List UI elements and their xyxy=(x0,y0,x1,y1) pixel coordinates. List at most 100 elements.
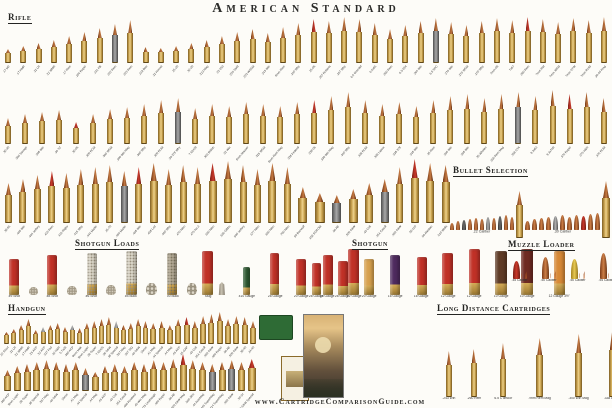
cartridge xyxy=(325,21,332,63)
bullet-tip xyxy=(63,173,69,188)
cartridge xyxy=(173,46,180,63)
cartridge xyxy=(5,49,11,63)
cartridge-case xyxy=(348,199,358,223)
poster-item: .454 Casull xyxy=(194,313,207,359)
poster-item: .222 Mag xyxy=(199,17,210,77)
cartridge-case xyxy=(91,377,99,391)
item-label: .270 WSM xyxy=(457,65,470,78)
bullet xyxy=(574,215,579,230)
item-label: .50 Caliber xyxy=(540,279,557,283)
shotgun-shell xyxy=(243,267,251,295)
poster-item: .270 WSM xyxy=(457,17,470,78)
shotgun-row: 28 Gauge 28 Gauge 20 Gauge 16 Gauge 16 Gauge… xyxy=(303,249,570,304)
poster-item xyxy=(510,213,514,230)
shotgun-shell xyxy=(363,259,374,295)
bullet-tip xyxy=(418,21,423,33)
bullet-tip xyxy=(350,189,357,199)
poster-item: .454 Casull xyxy=(115,355,128,406)
item-label: .222 Mag xyxy=(199,65,210,77)
poster-item: .45 Colt xyxy=(189,313,198,356)
poster-item: .270 Wby xyxy=(474,17,485,77)
cartridge xyxy=(19,179,27,223)
muzzle-loader-row: .45 Caliber .50 Caliber .50 Caliber .54 Cal… xyxy=(505,253,612,288)
poster-item: .445 SuperMag xyxy=(200,355,216,408)
flank-cartridge xyxy=(516,182,523,238)
bullet-tip xyxy=(34,175,40,189)
bullet-tip xyxy=(601,17,606,31)
cartridge-case xyxy=(241,325,248,344)
cartridge-case xyxy=(283,184,291,223)
cartridge xyxy=(113,321,119,344)
cartridge-case xyxy=(447,110,454,144)
cartridge-case xyxy=(39,121,46,144)
cartridge xyxy=(426,163,435,223)
cartridge xyxy=(111,24,118,63)
poster-item: .50 Caliber xyxy=(534,254,563,288)
poster-item: .577 Nitro xyxy=(250,159,261,237)
poster-item xyxy=(480,213,484,230)
cartridge-case xyxy=(150,329,157,344)
cartridge xyxy=(494,18,500,63)
bullet-tip xyxy=(442,165,449,182)
moon-graphic xyxy=(315,337,331,353)
item-label: 6.5x55 xyxy=(369,65,378,74)
item-label: #8 Shot xyxy=(46,295,59,299)
bullet-tip xyxy=(128,20,133,33)
cartridge xyxy=(243,102,250,144)
poster-item xyxy=(486,213,490,230)
poster-item: #9 Shot xyxy=(4,249,25,304)
item-label: .600 Nitro xyxy=(264,225,276,237)
poster-item: .348 Win xyxy=(409,90,420,157)
item-label: .475 No.2 xyxy=(189,225,201,237)
item-label: .416 Rigby xyxy=(57,225,70,238)
cartridge xyxy=(249,29,256,63)
poster-item: .340 Wby xyxy=(341,90,352,158)
cartridge xyxy=(314,193,325,223)
poster-item: .54 Caliber xyxy=(592,253,612,288)
cartridge xyxy=(52,362,60,391)
cartridge-case xyxy=(81,41,88,63)
cartridge-case xyxy=(570,31,577,63)
cartridge-case xyxy=(341,31,348,63)
cartridge xyxy=(356,19,363,63)
bullet-tip xyxy=(448,96,453,110)
cartridge-case xyxy=(430,113,437,144)
poster-item xyxy=(560,213,565,230)
bullet-tip xyxy=(5,370,10,376)
cartridge xyxy=(294,102,301,144)
poster-item: .470 Nitro xyxy=(175,159,187,237)
bullet-tip xyxy=(53,362,59,370)
bullet-tip xyxy=(219,36,224,44)
cartridge-case xyxy=(209,116,216,144)
poster-item: 9mm Mak xyxy=(72,313,82,358)
cartridge xyxy=(91,321,97,344)
poster-item: .32 ACP xyxy=(36,313,46,356)
cartridge-case xyxy=(203,47,210,63)
bullet-tip xyxy=(84,323,89,329)
poster-item: .300 RUM xyxy=(153,90,165,158)
bullet-tip xyxy=(200,362,205,370)
cartridge xyxy=(179,354,187,391)
cartridge xyxy=(539,19,546,63)
cartridge-case xyxy=(396,114,403,144)
poster-item: .338 RUM xyxy=(357,90,369,158)
poster-item: .44 Mag xyxy=(89,355,99,403)
poster-item: 6.5 Grendel xyxy=(349,17,363,79)
bullet-tip xyxy=(209,314,214,323)
bullet-tip xyxy=(479,21,484,33)
shot-load xyxy=(187,283,198,295)
item-label: 6.5 Grendel xyxy=(349,65,363,79)
cartridge xyxy=(583,92,590,144)
rifle-row-3: .38-55.405 Win .404 Jeffery .416 Rem .416 R… xyxy=(4,159,450,241)
bullet-tip xyxy=(500,343,505,359)
cartridge xyxy=(188,43,195,63)
bullet-tip xyxy=(219,362,225,370)
cartridge-case xyxy=(208,372,216,391)
cartridge xyxy=(91,167,99,223)
cartridge-case xyxy=(188,49,195,63)
bullet-tip xyxy=(74,122,79,128)
poster-item: .356 Win xyxy=(443,90,454,157)
cartridge-case xyxy=(183,325,190,344)
poster-item: .450 Marlin xyxy=(115,159,128,238)
